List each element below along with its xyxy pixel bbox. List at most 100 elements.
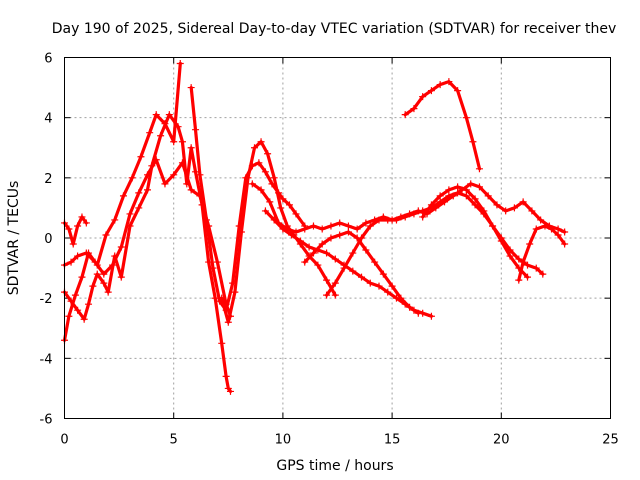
data-point [497,237,505,245]
data-point [358,234,366,242]
data-point [146,129,154,137]
data-point [419,207,427,215]
data-point [410,105,418,113]
data-point [257,186,265,194]
data-point [209,264,217,272]
data-point [331,291,339,299]
data-point [401,111,409,119]
data-point [484,192,492,200]
data-point [375,282,383,290]
data-point [218,294,226,302]
data-point [305,243,313,251]
data-point [515,255,523,263]
data-point [266,198,274,206]
data-point [532,225,540,233]
series-line [62,61,182,342]
data-point [126,210,134,218]
data-point [157,132,165,140]
series-arc4 [61,60,184,344]
chart-title: Day 190 of 2025, Sidereal Day-to-day VTE… [52,21,616,37]
data-point [309,249,317,257]
data-point [255,159,263,167]
data-point [323,276,331,284]
data-point [471,195,479,203]
x-tick-label: 0 [60,433,68,448]
data-point [539,270,547,278]
data-point [392,216,400,224]
data-point [336,231,344,239]
data-point [111,216,119,224]
data-point [148,162,156,170]
data-point [454,87,462,95]
data-point [388,282,396,290]
data-point [462,114,470,122]
data-point [462,192,470,200]
data-point [427,201,435,209]
data-point [187,186,195,194]
x-tick-label: 20 [493,433,510,448]
data-point [261,207,269,215]
y-tick-label: -2 [40,292,53,307]
data-point [176,60,184,68]
data-point [117,273,125,281]
data-point [331,279,339,287]
plot-frame [64,57,611,419]
series-line [303,230,420,315]
data-point [379,270,387,278]
data-point [309,222,317,230]
data-point [165,111,173,119]
y-tick-label: 2 [44,172,52,187]
data-point [301,258,309,266]
data-point [327,234,335,242]
data-point [65,225,73,233]
data-point [74,222,82,230]
data-point [318,225,326,233]
data-point [554,231,562,239]
data-point [524,273,532,281]
data-point [270,174,278,182]
y-tick-label: -6 [40,413,53,428]
data-point [419,213,427,221]
data-point [344,222,352,230]
data-point [292,210,300,218]
data-point [100,279,108,287]
data-point [318,240,326,248]
series-line [403,79,482,171]
data-point [192,126,200,134]
data-point [244,174,252,182]
data-point [349,267,357,275]
data-point [192,168,200,176]
data-point [323,291,331,299]
data-point [502,207,510,215]
data-point [111,252,119,260]
data-point [375,216,383,224]
data-point [251,144,259,152]
data-point [78,213,86,221]
data-point [480,207,488,215]
data-series [61,60,569,395]
data-point [248,180,256,188]
axis-ticks: 0 5 10 15 20 25 -6 -4 -2 0 2 4 6 [40,52,619,448]
data-point [102,231,110,239]
data-point [187,84,195,92]
data-point [554,225,562,233]
data-point [475,183,483,191]
data-point [257,138,265,146]
data-point [80,315,88,323]
series-line [62,215,88,246]
data-point [279,195,287,203]
data-point [170,171,178,179]
data-point [119,192,127,200]
data-point [285,201,293,209]
data-point [362,246,370,254]
data-point [152,111,160,119]
data-point [65,312,73,320]
data-point [137,153,145,161]
data-point [406,303,414,311]
data-point [117,243,125,251]
data-point [371,258,379,266]
data-point [128,174,136,182]
data-point [270,216,278,224]
data-point [331,255,339,263]
series-arc7 [248,180,569,236]
